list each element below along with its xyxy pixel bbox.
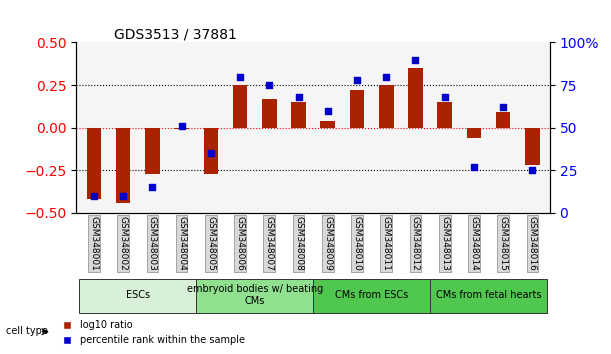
Bar bbox=[379, 85, 393, 128]
Point bbox=[147, 184, 157, 190]
Text: CMs from fetal hearts: CMs from fetal hearts bbox=[436, 290, 541, 300]
Point bbox=[177, 123, 186, 129]
Bar bbox=[87, 128, 101, 199]
Text: GSM348012: GSM348012 bbox=[411, 216, 420, 271]
FancyBboxPatch shape bbox=[79, 279, 196, 313]
Point bbox=[265, 82, 274, 88]
Text: embryoid bodies w/ beating
CMs: embryoid bodies w/ beating CMs bbox=[186, 284, 323, 306]
Text: GSM348016: GSM348016 bbox=[528, 216, 537, 271]
FancyBboxPatch shape bbox=[313, 279, 430, 313]
Point bbox=[89, 193, 99, 199]
Bar bbox=[349, 90, 364, 128]
Bar bbox=[174, 128, 189, 129]
Text: GSM348010: GSM348010 bbox=[353, 216, 362, 271]
Bar bbox=[525, 128, 540, 165]
Point bbox=[235, 74, 245, 79]
Text: GSM348007: GSM348007 bbox=[265, 216, 274, 271]
Legend: log10 ratio, percentile rank within the sample: log10 ratio, percentile rank within the … bbox=[54, 316, 249, 349]
Text: GSM348005: GSM348005 bbox=[207, 216, 215, 271]
Text: GSM348009: GSM348009 bbox=[323, 216, 332, 271]
Bar bbox=[203, 128, 218, 174]
Text: CMs from ESCs: CMs from ESCs bbox=[335, 290, 408, 300]
FancyBboxPatch shape bbox=[196, 279, 313, 313]
Text: cell type: cell type bbox=[6, 326, 48, 336]
Point bbox=[206, 150, 216, 156]
Text: GDS3513 / 37881: GDS3513 / 37881 bbox=[114, 27, 237, 41]
Text: GSM348001: GSM348001 bbox=[89, 216, 98, 271]
Point bbox=[411, 57, 420, 62]
Text: GSM348006: GSM348006 bbox=[236, 216, 244, 271]
Text: GSM348002: GSM348002 bbox=[119, 216, 128, 271]
Point bbox=[381, 74, 391, 79]
Bar bbox=[145, 128, 159, 174]
Text: GSM348015: GSM348015 bbox=[499, 216, 508, 271]
Bar bbox=[291, 102, 306, 128]
Bar bbox=[116, 128, 131, 202]
Bar bbox=[467, 128, 481, 138]
Point bbox=[527, 167, 537, 173]
Bar bbox=[320, 121, 335, 128]
Point bbox=[469, 164, 479, 170]
Point bbox=[323, 108, 332, 113]
Text: GSM348003: GSM348003 bbox=[148, 216, 157, 271]
Text: ESCs: ESCs bbox=[126, 290, 150, 300]
Point bbox=[294, 94, 304, 100]
Bar bbox=[233, 85, 247, 128]
FancyBboxPatch shape bbox=[430, 279, 547, 313]
Text: GSM348011: GSM348011 bbox=[382, 216, 390, 271]
Text: GSM348013: GSM348013 bbox=[440, 216, 449, 271]
Text: GSM348004: GSM348004 bbox=[177, 216, 186, 271]
Bar bbox=[437, 102, 452, 128]
Text: GSM348014: GSM348014 bbox=[469, 216, 478, 271]
Point bbox=[440, 94, 450, 100]
Point bbox=[498, 104, 508, 110]
Point bbox=[119, 193, 128, 199]
Bar bbox=[262, 99, 277, 128]
Point bbox=[352, 77, 362, 83]
Bar bbox=[408, 68, 423, 128]
Bar bbox=[496, 112, 510, 128]
Text: GSM348008: GSM348008 bbox=[294, 216, 303, 271]
